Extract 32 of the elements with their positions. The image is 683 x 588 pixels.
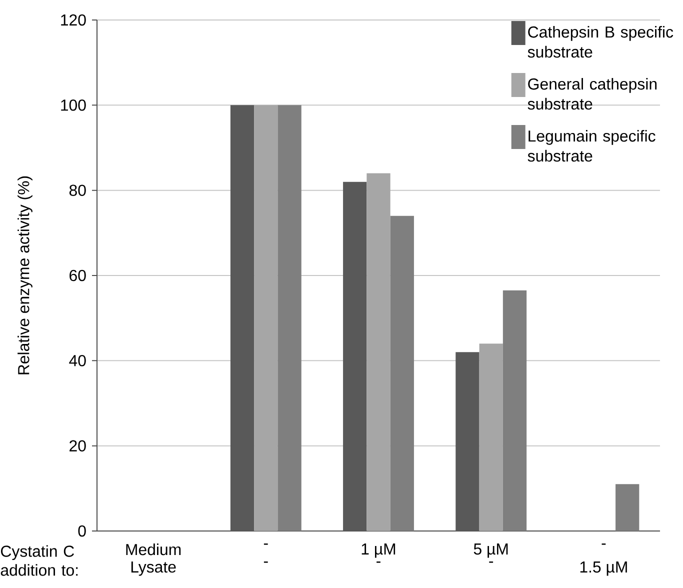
x-tick-label: 1 µM (362, 544, 396, 558)
text: - (264, 562, 268, 563)
y-tick-label: 100 (61, 100, 86, 111)
bar (343, 182, 367, 531)
bar (366, 173, 390, 531)
x-tick-label: - (264, 544, 268, 545)
y-tick-label: 60 (70, 270, 86, 282)
bar (502, 290, 527, 531)
bar (254, 105, 278, 531)
x-axis-title: Cystatin C addition to: (0, 545, 78, 576)
bar (278, 105, 302, 531)
text: Lysate (131, 562, 176, 576)
bar (390, 216, 414, 531)
bar (616, 484, 640, 531)
y-tick-label: 0 (78, 525, 86, 537)
bar (479, 344, 503, 531)
x-tick-label: - (602, 544, 606, 545)
text: - (376, 562, 380, 563)
bar (230, 105, 254, 531)
y-tick-label: 40 (69, 355, 86, 366)
x-tick-label: Medium (126, 544, 181, 556)
y-tick-label: 120 (61, 14, 86, 26)
legend-label: Legumain specific substrate (528, 130, 656, 162)
text: 1.5 µM (580, 562, 627, 576)
y-tick-label: 20 (70, 440, 86, 452)
text: - (489, 562, 494, 563)
bar (456, 352, 480, 531)
y-axis-title: Relative enzyme activity (%) (18, 176, 32, 374)
y-tick-label: 80 (69, 184, 86, 196)
legend-label: General cathepsin substrate (528, 78, 657, 110)
legend-label: Cathepsin B specific substrate (528, 26, 674, 58)
x-tick-label: 5 µM (474, 544, 508, 558)
